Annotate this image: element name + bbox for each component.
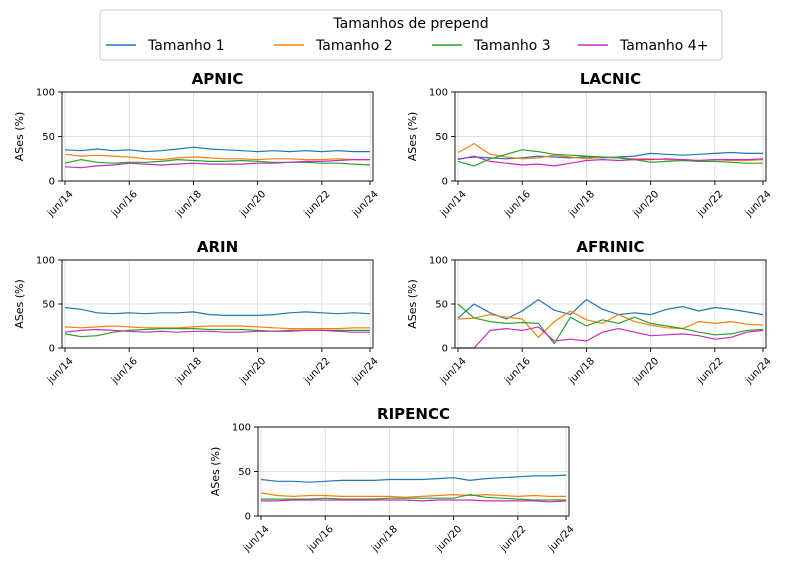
series-line-tamanho-1 (64, 306, 371, 316)
x-tick-label: jun/18 (173, 189, 204, 220)
panel-title: LACNIC (580, 70, 641, 88)
x-tick-label: jun/20 (630, 189, 661, 220)
x-tick-label: jun/16 (502, 189, 533, 220)
x-tick-label: jun/22 (302, 356, 333, 387)
y-tick-label: 100 (36, 256, 55, 267)
y-axis-label: ASes (%) (13, 112, 26, 162)
panel-title: APNIC (192, 70, 244, 88)
legend-label: Tamanho 4+ (619, 38, 708, 54)
series-line-tamanho-1 (457, 299, 764, 320)
y-tick-label: 50 (238, 467, 251, 478)
x-tick-label: jun/16 (109, 356, 140, 387)
series-line-tamanho-4 (457, 155, 764, 167)
x-tick-label: jun/24 (743, 356, 774, 387)
legend-item-tamanho-1: Tamanho 1 (106, 38, 225, 54)
x-tick-label: jun/20 (237, 356, 268, 387)
panel-lacnic: 0 50 100 jun/14 jun/16 jun/18 jun/20 jun/22 jun/… (406, 70, 774, 220)
x-tick-label: jun/24 (546, 524, 577, 555)
y-axis-label: ASes (%) (406, 112, 419, 162)
legend-label: Tamanho 3 (473, 38, 551, 54)
panel-title: AFRINIC (576, 238, 644, 256)
panels: 0 50 100 jun/14 jun/16 jun/18 jun/20 jun/22 jun/… (13, 70, 774, 555)
y-tick-label: 100 (232, 423, 251, 434)
y-tick-label: 0 (49, 344, 55, 355)
series-line-tamanho-3 (457, 149, 763, 167)
x-tick-label: jun/18 (369, 524, 400, 555)
legend: Tamanhos de prepend Tamanho 1 Tamanho 2 Ta… (99, 9, 723, 61)
series-line-tamanho-2 (64, 153, 370, 161)
series-line-tamanho-2 (457, 310, 764, 338)
x-tick-label: jun/22 (498, 524, 529, 555)
y-tick-label: 0 (49, 177, 55, 188)
x-tick-label: jun/14 (45, 189, 76, 220)
series-line-tamanho-2 (260, 492, 566, 498)
panel-apnic: 0 50 100 jun/14 jun/16 jun/18 jun/20 jun/22 jun/… (13, 70, 381, 220)
x-tick-label: jun/18 (173, 356, 204, 387)
legend-label: Tamanho 1 (147, 38, 225, 54)
series-line-tamanho-1 (260, 474, 567, 483)
series-line-tamanho-3 (64, 159, 371, 166)
series-line-tamanho-2 (64, 325, 370, 330)
x-tick-label: jun/20 (237, 189, 268, 220)
y-tick-label: 50 (42, 300, 55, 311)
x-tick-label: jun/24 (350, 356, 381, 387)
series-line-tamanho-3 (457, 303, 764, 345)
y-axis-label: ASes (%) (406, 279, 419, 329)
x-tick-label: jun/22 (302, 189, 333, 220)
x-tick-label: jun/14 (438, 189, 469, 220)
legend-item-tamanho-4: Tamanho 4+ (578, 38, 708, 54)
panel-ripencc: 0 50 100 jun/14 jun/16 jun/18 jun/20 jun/22 jun/… (209, 405, 577, 555)
series-line-tamanho-4 (64, 328, 370, 333)
y-tick-label: 0 (442, 344, 448, 355)
legend-entries: Tamanho 1 Tamanho 2 Tamanho 3 Tamanho 4+ (106, 38, 708, 54)
legend-label: Tamanho 2 (315, 38, 393, 54)
series-line-tamanho-4 (261, 499, 567, 503)
x-tick-label: jun/24 (350, 189, 381, 220)
legend-title: Tamanhos de prepend (332, 16, 488, 32)
y-axis-label: ASes (%) (209, 447, 222, 497)
x-tick-label: jun/16 (502, 356, 533, 387)
series-line-tamanho-1 (64, 146, 370, 153)
y-tick-label: 100 (429, 256, 448, 267)
y-tick-label: 0 (245, 512, 251, 523)
x-tick-label: jun/22 (695, 356, 726, 387)
series-line-tamanho-4 (64, 159, 370, 169)
panel-title: RIPENCC (377, 405, 450, 423)
x-tick-label: jun/18 (566, 189, 597, 220)
x-tick-label: jun/14 (45, 356, 76, 387)
y-tick-label: 50 (435, 132, 448, 143)
x-tick-label: jun/14 (438, 356, 469, 387)
series-line-tamanho-4 (458, 326, 764, 349)
y-tick-label: 50 (435, 300, 448, 311)
y-tick-label: 100 (36, 88, 55, 99)
x-tick-label: jun/20 (630, 356, 661, 387)
x-tick-label: jun/20 (433, 524, 464, 555)
panel-title: ARIN (197, 238, 238, 256)
x-tick-label: jun/14 (241, 524, 272, 555)
x-tick-label: jun/24 (743, 189, 774, 220)
panel-arin: 0 50 100 jun/14 jun/16 jun/18 jun/20 jun/22 jun/… (13, 238, 381, 387)
panel-afrinic: 0 50 100 jun/14 jun/16 jun/18 jun/20 jun/22 jun/… (406, 238, 774, 387)
x-tick-label: jun/16 (305, 524, 336, 555)
x-tick-label: jun/22 (695, 189, 726, 220)
legend-item-tamanho-2: Tamanho 2 (274, 38, 393, 54)
legend-item-tamanho-3: Tamanho 3 (432, 38, 551, 54)
y-tick-label: 50 (42, 132, 55, 143)
series-line-tamanho-3 (261, 494, 566, 501)
legend-frame (99, 9, 723, 61)
x-tick-label: jun/18 (566, 356, 597, 387)
y-tick-label: 0 (442, 177, 448, 188)
y-tick-label: 100 (429, 88, 448, 99)
y-axis-label: ASes (%) (13, 279, 26, 329)
x-tick-label: jun/16 (109, 189, 140, 220)
